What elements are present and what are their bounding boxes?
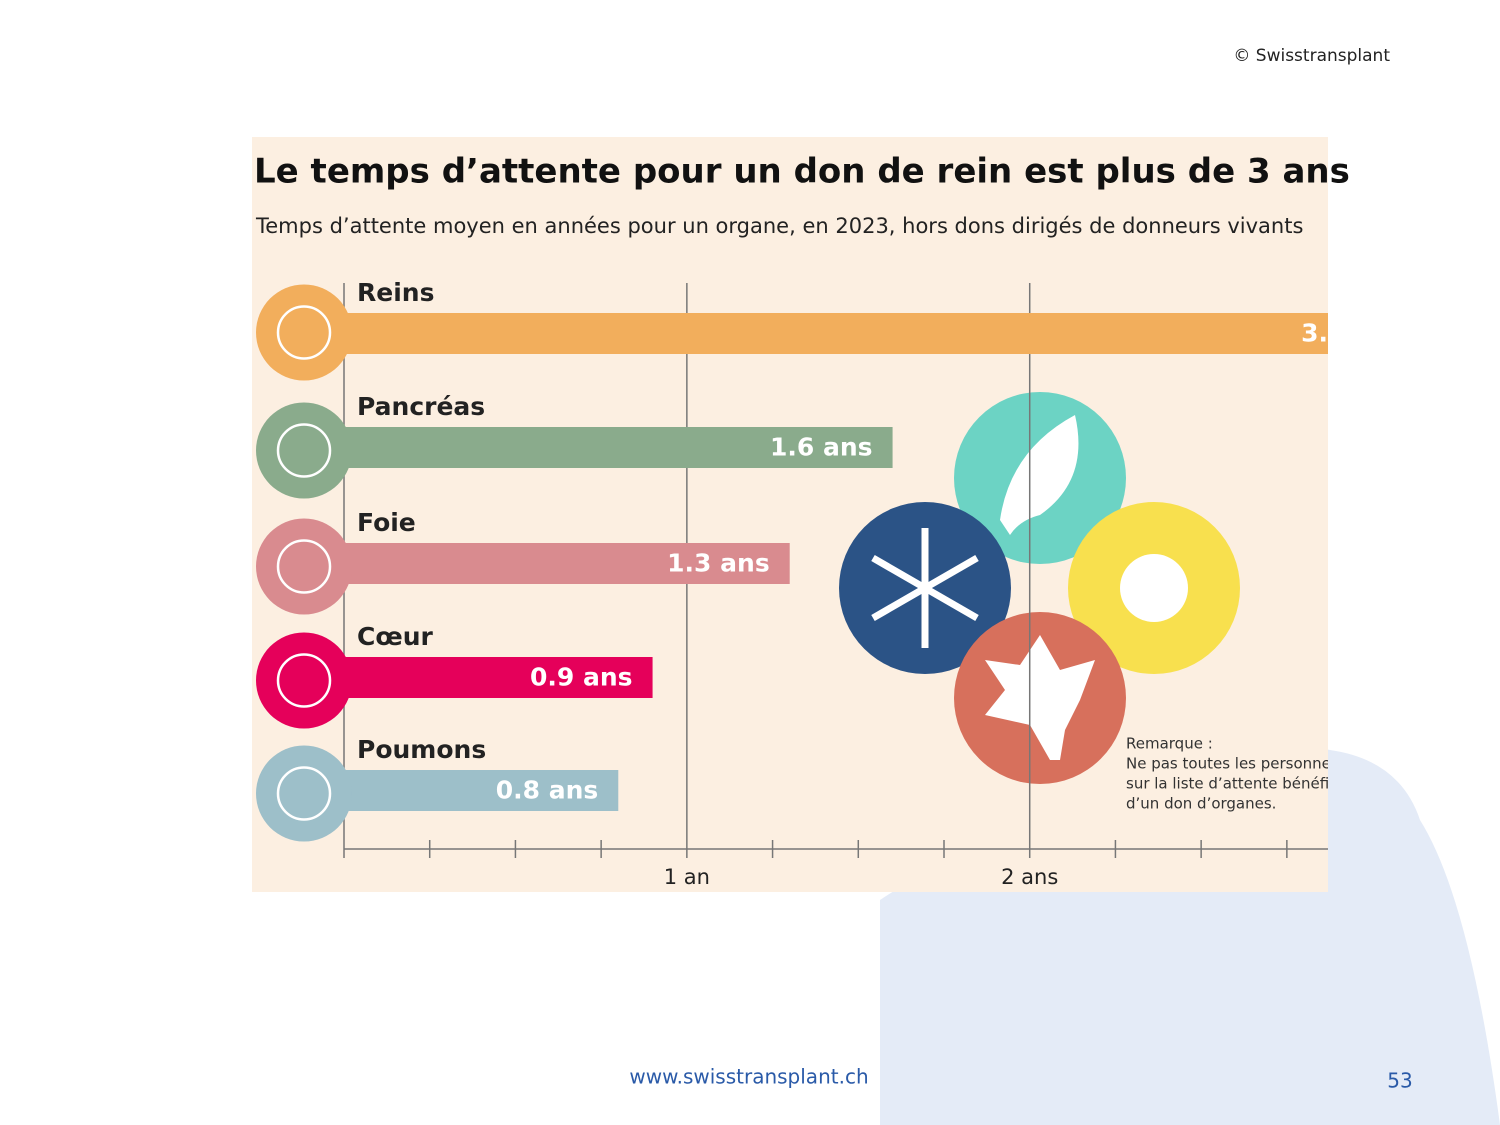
chart-title: Le temps d’attente pour un don de rein e… (254, 152, 1350, 192)
category-label: Reins (357, 278, 434, 307)
annotation: sur la liste d’attente bénéfic (1126, 775, 1337, 793)
annotation: Remarque : (1126, 735, 1213, 753)
organ-icon-outline (276, 423, 332, 478)
annotation: Ne pas toutes les personne (1126, 755, 1331, 773)
bar (344, 543, 790, 584)
background-shape (880, 744, 1500, 1125)
value-label: 1.3 ans (667, 549, 770, 578)
category-label: Poumons (357, 735, 486, 764)
organ-icon (256, 745, 352, 842)
organ-icon-outline (276, 305, 332, 360)
organ-icon (256, 402, 352, 499)
annotation: d’un don d’organes. (1126, 795, 1276, 813)
copyright: © Swisstransplant (1233, 46, 1390, 66)
value-label: 0.9 ans (530, 663, 633, 692)
bar (344, 313, 1328, 354)
organ-icon (256, 518, 352, 615)
season-icons (839, 392, 1240, 784)
chart-subtitle: Temps d’attente moyen en années pour un … (255, 214, 1303, 238)
organ-icon (256, 284, 352, 381)
page-number: 53 (1387, 1069, 1412, 1093)
organ-icon-outline (276, 766, 332, 821)
category-label: Pancréas (357, 392, 485, 421)
bar (344, 427, 893, 468)
x-tick-label: 1 an (664, 865, 710, 889)
organ-icon-outline (276, 653, 332, 708)
footer-url: www.swisstransplant.ch (629, 1065, 868, 1089)
bar (344, 657, 653, 698)
organ-icon (256, 632, 352, 729)
x-tick-label: 2 ans (1001, 865, 1058, 889)
organ-icon-outline (276, 539, 332, 594)
value-label: 0.8 ans (496, 776, 599, 805)
value-label: 3. (1301, 319, 1328, 348)
category-label: Foie (357, 508, 416, 537)
category-label: Cœur (357, 622, 434, 651)
value-label: 1.6 ans (770, 433, 873, 462)
bar (344, 770, 619, 811)
plot: 3. 1.6 ans 1.3 ans 0.9 ans 0.8 ans Remarque :… (343, 283, 1337, 858)
